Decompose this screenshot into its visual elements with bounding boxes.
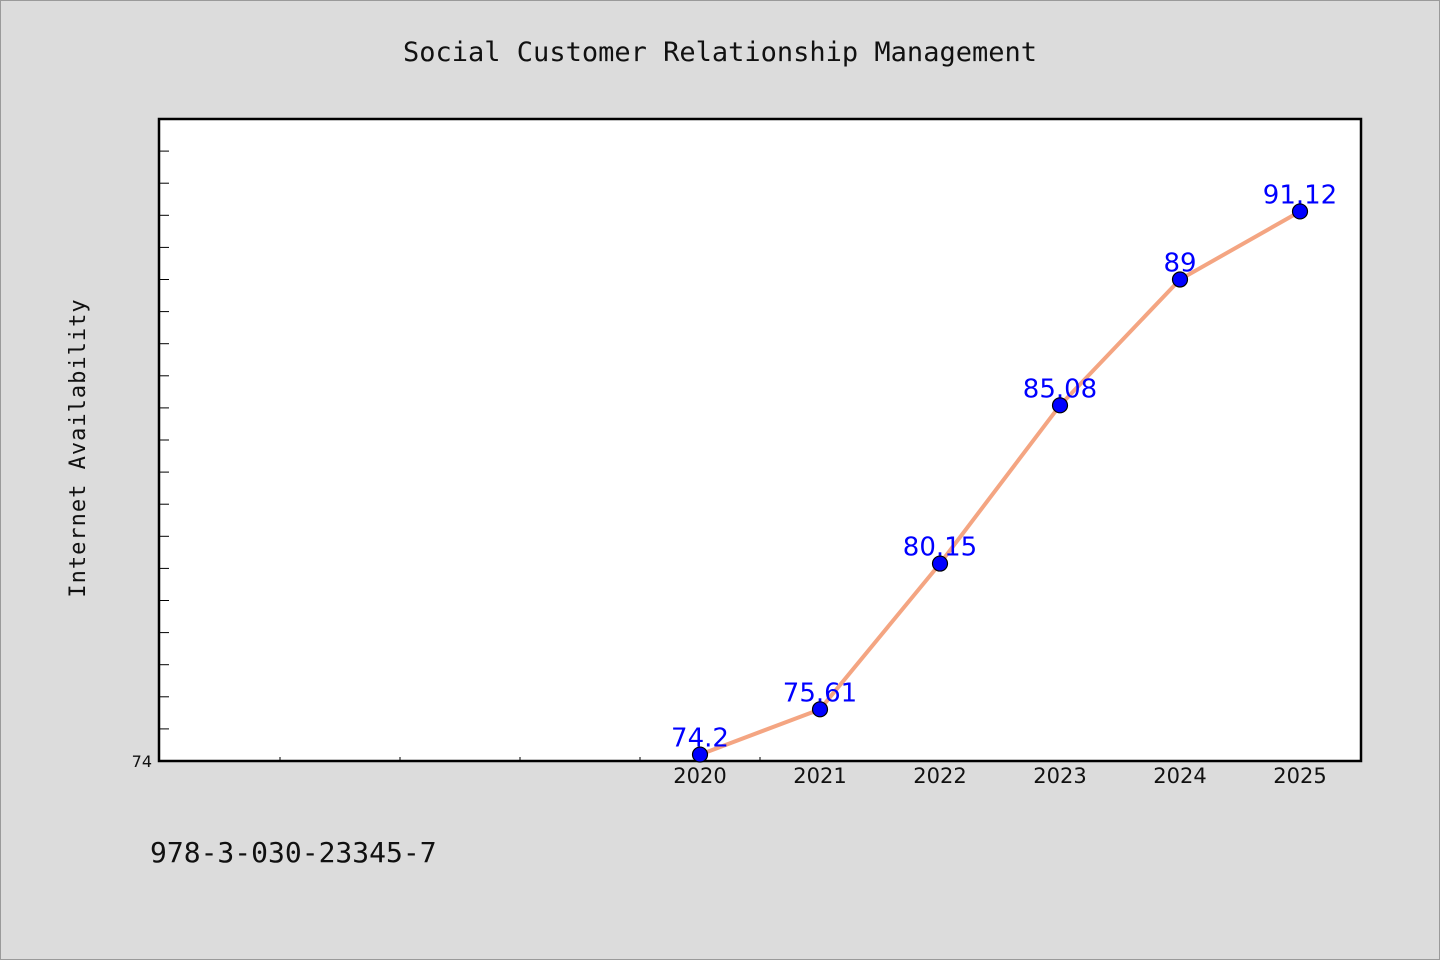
isbn-text: 978-3-030-23345-7 [150,836,437,869]
data-label: 91.12 [1263,180,1337,210]
y-tick-label: 74 [132,752,152,771]
data-label: 74.2 [671,724,729,754]
data-label: 80.15 [903,533,977,563]
x-tick-label: 2024 [1153,764,1206,788]
x-tick-label: 2025 [1273,764,1326,788]
x-tick-label: 2023 [1033,764,1086,788]
x-tick-label: 2021 [793,764,846,788]
data-labels: 74.2 75.61 80.15 85.08 89 91.12 [671,180,1337,753]
data-point [1291,203,1309,220]
x-tick-label: 2020 [673,764,726,788]
x-tick-labels: 2020 2021 2022 2023 2024 2025 [673,764,1326,788]
y-tick-labels: 74 [132,752,152,771]
data-label: 89 [1163,249,1196,279]
data-point [931,555,949,572]
data-point [1051,397,1069,414]
x-tick-label: 2022 [913,764,966,788]
data-label: 75.61 [783,678,857,708]
data-label: 85.08 [1023,374,1097,404]
data-point [1171,271,1189,288]
data-point [691,746,709,763]
plot-area [157,117,1363,763]
series-line [698,209,1302,757]
data-point [811,701,829,718]
axis-ticks [159,150,761,761]
chart-title: Social Customer Relationship Management [403,37,1037,68]
series-markers [691,203,1309,763]
y-axis-label: Internet Availability [66,298,91,597]
